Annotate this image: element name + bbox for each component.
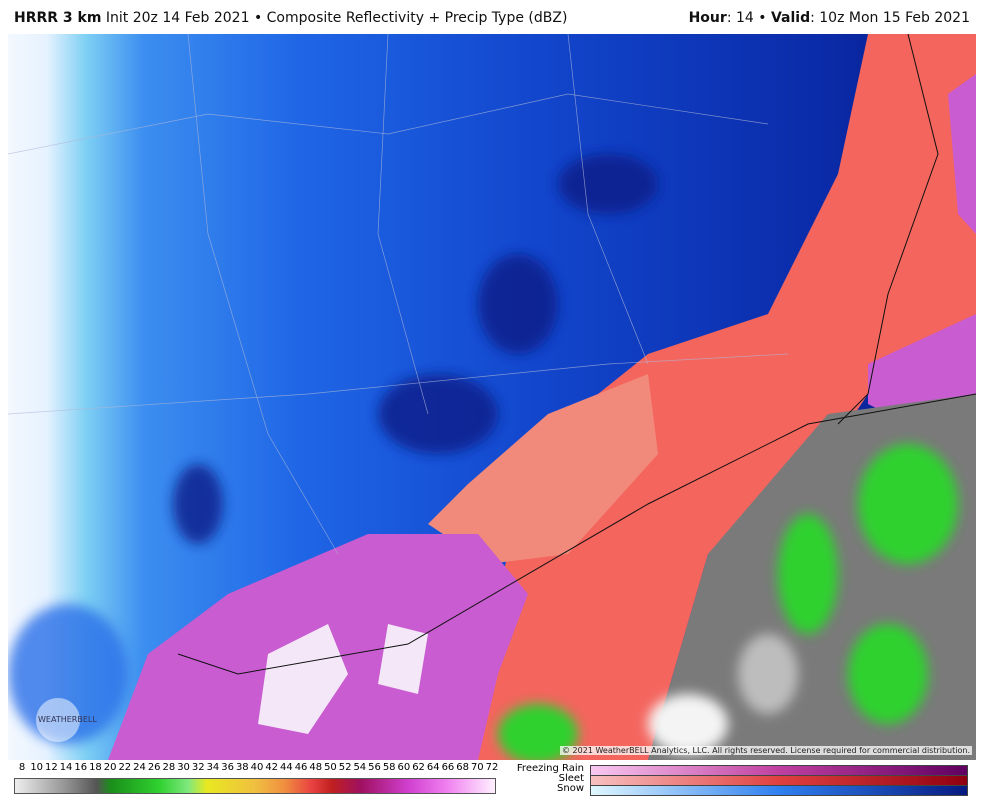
scale-label: 30	[177, 762, 190, 773]
copyright: © 2021 WeatherBELL Analytics, LLC. All r…	[560, 746, 972, 755]
scale-label: 18	[89, 762, 102, 773]
scale-label: 68	[456, 762, 469, 773]
scale-bar	[14, 778, 496, 794]
separator: •	[253, 10, 263, 26]
scale-label: 32	[191, 762, 205, 773]
logo: WEATHERBELL	[38, 715, 97, 724]
snow-bar	[590, 785, 968, 796]
header-left: HRRR 3 km Init 20z 14 Feb 2021 • Composi…	[14, 10, 567, 26]
scale-label: 8	[18, 762, 26, 773]
ptype-label: Freezing Rain	[516, 763, 584, 774]
scale-label: 34	[206, 762, 220, 773]
valid: : 10z Mon 15 Feb 2021	[810, 10, 970, 26]
scale-label: 42	[265, 762, 279, 773]
logo-mark	[36, 698, 80, 742]
scale-label: 16	[74, 762, 88, 773]
scale-label: 62	[412, 762, 425, 773]
scale-label: 58	[382, 762, 396, 773]
scale-label: 36	[221, 762, 234, 773]
scale-label: 48	[309, 762, 323, 773]
scale-label: 60	[397, 762, 411, 773]
product: Composite Reflectivity + Precip Type (dB…	[266, 10, 568, 26]
scale-label: 54	[353, 762, 367, 773]
header-right: Hour: 14 • Valid: 10z Mon 15 Feb 2021	[689, 10, 970, 26]
scale-label: 46	[294, 762, 308, 773]
scale-label: 24	[133, 762, 146, 773]
valid-label: Valid	[770, 10, 811, 26]
scale-label: 12	[45, 762, 58, 773]
scale-labels: 8 10 12 14 16 18 20 22 24 26 28 30 32 34 36 38 40 42 44 46 4…	[0, 762, 510, 776]
ptype-label: Snow	[557, 783, 584, 794]
scale-label: 70	[470, 762, 484, 773]
scale-label: 64	[426, 762, 440, 773]
scale-label: 14	[59, 762, 73, 773]
separator: •	[758, 10, 767, 26]
scale-label: 50	[324, 762, 337, 773]
ptype-label: Sleet	[558, 773, 584, 784]
scale-label: 10	[30, 762, 44, 773]
init: Init 20z 14 Feb 2021	[105, 10, 250, 26]
scale-label: 56	[368, 762, 381, 773]
scale-label: 28	[162, 762, 176, 773]
scale-label: 40	[250, 762, 264, 773]
hour: : 14	[726, 10, 754, 26]
scale-label: 66	[441, 762, 455, 773]
map: WEATHERBELL	[8, 34, 976, 760]
scale-label: 44	[280, 762, 293, 773]
scale-label: 72	[485, 762, 499, 773]
scale-label: 52	[338, 762, 352, 773]
model: HRRR 3 km	[14, 10, 102, 26]
scale-label: 26	[147, 762, 161, 773]
hour-label: Hour	[688, 10, 727, 26]
scale-label: 22	[118, 762, 132, 773]
scale-label: 20	[103, 762, 117, 773]
scale-label: 38	[235, 762, 249, 773]
